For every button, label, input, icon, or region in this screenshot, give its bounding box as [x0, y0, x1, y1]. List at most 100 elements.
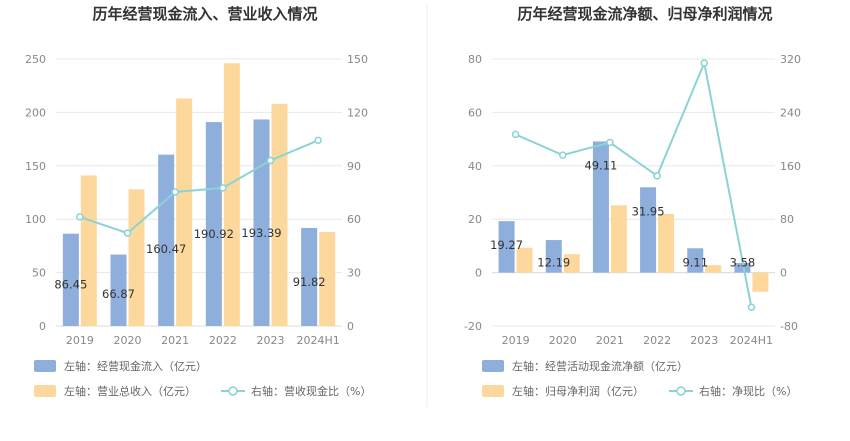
left-axis-tick-label: -20 [464, 320, 482, 333]
bar-primary [110, 254, 127, 326]
bar-secondary [80, 175, 97, 326]
line-point [219, 184, 227, 192]
legend-label: 右轴：营收现金比（%） [251, 384, 371, 398]
chart-2: 历年经营现金流净额、归母净利润情况 -20 0 20 40 60 80 -80 0 80 160 24… [464, 5, 801, 398]
data-label: 3.58 [730, 256, 756, 270]
bar-primary [687, 248, 704, 273]
line-point [747, 303, 756, 312]
line-point [266, 156, 275, 165]
right-axis-tick-label: 30 [347, 267, 361, 280]
left-axis-tick-label: 20 [468, 213, 482, 226]
left-axis-tick-label: 40 [468, 160, 482, 173]
bar-secondary [223, 63, 240, 326]
line-point [511, 130, 520, 139]
data-label: 91.82 [293, 275, 326, 289]
category-label: 2024H1 [297, 334, 340, 347]
chart-title: 历年经营现金流入、营业收入情况 [92, 5, 317, 23]
data-label: 9.11 [682, 256, 708, 270]
line-point [314, 136, 322, 145]
bar-primary [301, 227, 318, 326]
bar-secondary [516, 247, 533, 273]
line-point [700, 59, 708, 67]
bar-secondary [705, 265, 722, 273]
data-label: 193.39 [241, 226, 281, 240]
bar-secondary [610, 205, 627, 273]
data-label: 12.19 [537, 256, 570, 270]
bar-primary [734, 263, 751, 273]
legend-swatch [482, 360, 504, 372]
right-axis-tick-label: 240 [780, 106, 801, 119]
legend-label: 左轴：经营现金流入（亿元） [64, 359, 207, 373]
bar-secondary [271, 103, 288, 326]
left-axis-tick-label: 0 [39, 320, 46, 333]
line-point [559, 151, 567, 159]
category-label: 2019 [66, 334, 94, 347]
category-label: 2024H1 [730, 334, 773, 347]
right-axis-tick-label: 80 [780, 213, 794, 226]
right-axis-tick-label: 160 [780, 160, 801, 173]
left-axis-tick-label: 100 [25, 213, 46, 226]
right-axis-tick-label: 320 [780, 53, 801, 66]
category-label: 2020 [114, 334, 142, 347]
data-label: 160.47 [146, 242, 186, 256]
category-label: 2020 [549, 334, 577, 347]
category-label: 2022 [643, 334, 671, 347]
left-axis-tick-label: 250 [25, 53, 46, 66]
legend-swatch-point [676, 386, 686, 396]
line-point [171, 188, 179, 196]
bar-secondary [563, 254, 580, 273]
data-label: 49.11 [584, 158, 617, 172]
line-series [515, 59, 753, 308]
bar-secondary [658, 213, 675, 273]
bar-primary [640, 187, 657, 273]
left-axis-tick-label: 50 [32, 267, 46, 280]
left-axis-tick-label: 80 [468, 53, 482, 66]
bar-primary [253, 119, 270, 327]
bar-secondary [752, 272, 769, 292]
bar-primary [498, 221, 515, 273]
bar-primary [592, 141, 609, 273]
bar-primary [62, 233, 79, 326]
legend-swatch [34, 360, 56, 372]
legend-swatch [34, 385, 56, 397]
chart-1: 历年经营现金流入、营业收入情况 0 50 100 150 200 250 0 30 60 90 120… [25, 5, 371, 398]
bar-secondary [319, 232, 336, 326]
category-label: 2023 [257, 334, 285, 347]
data-label: 19.27 [490, 238, 523, 252]
left-axis-tick-label: 200 [25, 106, 46, 119]
data-label: 66.87 [102, 287, 135, 301]
legend-swatch-point [228, 386, 238, 396]
legend-swatch [482, 385, 504, 397]
right-axis-tick-label: 0 [780, 267, 787, 280]
left-axis-tick-label: 60 [468, 106, 482, 119]
bar-primary [158, 154, 175, 326]
right-axis-tick-label: 60 [347, 213, 361, 226]
category-label: 2019 [502, 334, 530, 347]
bar-primary [205, 122, 222, 326]
line-point [606, 138, 614, 147]
right-axis-tick-label: 90 [347, 160, 361, 173]
category-label: 2023 [690, 334, 718, 347]
bar-secondary [128, 189, 145, 326]
line-point [653, 172, 661, 180]
left-axis-tick-label: 150 [25, 160, 46, 173]
category-label: 2021 [161, 334, 189, 347]
data-label: 86.45 [54, 277, 87, 291]
legend-label: 右轴：净现比（%） [699, 384, 797, 398]
category-label: 2022 [209, 334, 237, 347]
chart-title: 历年经营现金流净额、归母净利润情况 [517, 5, 772, 23]
data-label: 190.92 [194, 227, 234, 241]
right-axis-tick-label: 0 [347, 320, 354, 333]
data-label: 31.95 [632, 204, 665, 218]
right-axis-tick-label: -80 [780, 320, 798, 333]
left-axis-tick-label: 0 [475, 267, 482, 280]
line-point [123, 229, 132, 237]
right-axis-tick-label: 150 [347, 53, 368, 66]
legend-label: 左轴：经营活动现金流净额（亿元） [512, 359, 688, 373]
bar-primary [545, 240, 562, 273]
line-series [79, 139, 319, 235]
bar-secondary [176, 98, 193, 327]
line-point [76, 213, 84, 221]
